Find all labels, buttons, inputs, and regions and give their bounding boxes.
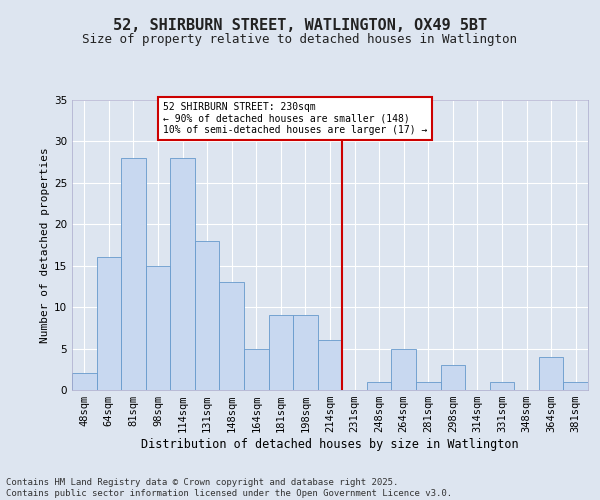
- X-axis label: Distribution of detached houses by size in Watlington: Distribution of detached houses by size …: [141, 438, 519, 451]
- Bar: [146, 266, 170, 390]
- Bar: [121, 158, 146, 390]
- Bar: [220, 282, 244, 390]
- Text: 52 SHIRBURN STREET: 230sqm
← 90% of detached houses are smaller (148)
10% of sem: 52 SHIRBURN STREET: 230sqm ← 90% of deta…: [163, 102, 427, 135]
- Bar: [170, 158, 195, 390]
- Bar: [391, 348, 416, 390]
- Bar: [440, 365, 465, 390]
- Bar: [563, 382, 588, 390]
- Bar: [367, 382, 391, 390]
- Bar: [97, 258, 121, 390]
- Text: Contains HM Land Registry data © Crown copyright and database right 2025.
Contai: Contains HM Land Registry data © Crown c…: [6, 478, 452, 498]
- Bar: [244, 348, 269, 390]
- Bar: [539, 357, 563, 390]
- Bar: [195, 241, 220, 390]
- Y-axis label: Number of detached properties: Number of detached properties: [40, 147, 50, 343]
- Bar: [318, 340, 342, 390]
- Text: 52, SHIRBURN STREET, WATLINGTON, OX49 5BT: 52, SHIRBURN STREET, WATLINGTON, OX49 5B…: [113, 18, 487, 32]
- Bar: [72, 374, 97, 390]
- Text: Size of property relative to detached houses in Watlington: Size of property relative to detached ho…: [83, 32, 517, 46]
- Bar: [490, 382, 514, 390]
- Bar: [269, 316, 293, 390]
- Bar: [416, 382, 440, 390]
- Bar: [293, 316, 318, 390]
